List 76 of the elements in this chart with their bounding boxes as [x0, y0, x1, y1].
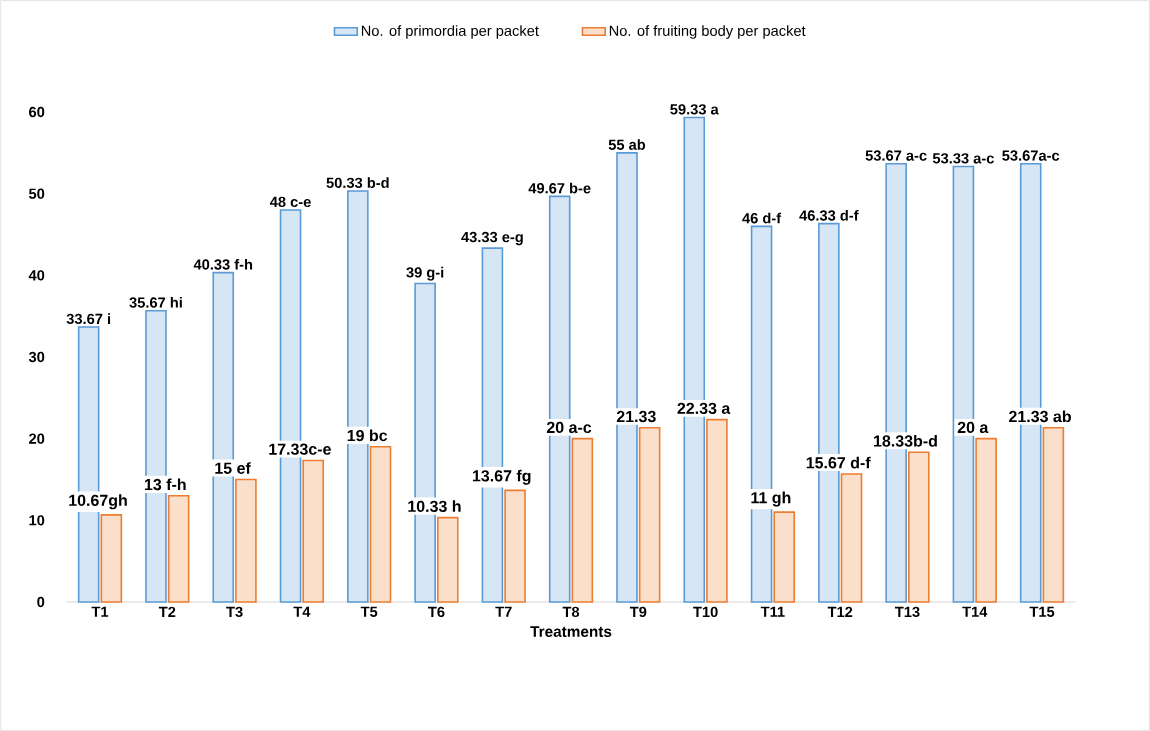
data-label: 59.33 a [670, 104, 719, 115]
bar [975, 437, 997, 603]
bar [347, 190, 369, 603]
bar [750, 225, 773, 603]
bar [571, 437, 594, 603]
x-tick-label: T15 [1029, 606, 1055, 617]
data-label: 35.67 hi [129, 296, 182, 308]
bar [638, 426, 661, 603]
data-label: 55 ab [608, 139, 646, 150]
y-tick-label: 0 [37, 596, 45, 608]
data-label: 19 bc [347, 429, 388, 442]
x-tick-label: T1 [91, 606, 109, 617]
data-label: 15 ef [215, 462, 251, 474]
x-tick-label: T7 [495, 606, 512, 617]
y-tick-label: 40 [28, 270, 45, 281]
legend-label: No. of fruiting body per packet [609, 25, 806, 39]
bar [1042, 426, 1065, 603]
data-label: 21.33 ab [1009, 410, 1071, 423]
data-label: 53.67a-c [1002, 150, 1060, 161]
y-tick-label: 20 [29, 433, 45, 444]
x-tick-label: T14 [962, 606, 988, 617]
data-label: 33.67 i [66, 313, 111, 325]
bar [302, 459, 325, 603]
x-tick-label: T5 [360, 606, 378, 617]
data-label: 46.33 d-f [799, 209, 859, 221]
bar [840, 473, 863, 603]
data-label: 10.67gh [69, 494, 127, 510]
data-label: 50.33 b-d [326, 177, 389, 189]
y-tick-label: 10 [29, 515, 45, 526]
x-tick-label: T12 [827, 606, 853, 617]
data-label: 18.33b-d [874, 434, 937, 447]
bar [952, 165, 975, 603]
data-label: 53.67 a-c [865, 150, 927, 161]
data-label: 21.33 [616, 410, 656, 423]
y-tick-label: 60 [29, 106, 45, 118]
data-label: 40.33 f-h [193, 258, 253, 270]
bar [100, 514, 123, 603]
x-axis-title: Treatments [530, 626, 612, 637]
data-label: 17.33c-e [269, 443, 331, 455]
data-label: 39 g-i [406, 266, 444, 281]
y-tick-label: 30 [28, 351, 45, 363]
bar [908, 451, 930, 603]
data-label: 43.33 e-g [461, 231, 523, 246]
x-tick-label: T3 [226, 606, 243, 618]
data-label: 22.33 a [677, 402, 731, 415]
x-tick-label: T2 [158, 606, 176, 617]
x-tick-label: T8 [562, 606, 580, 618]
data-label: 10.33 h [408, 500, 461, 513]
data-label: 13 f-h [144, 478, 186, 491]
bar [548, 195, 571, 603]
bar [436, 516, 459, 603]
bar [504, 489, 526, 603]
bar [773, 511, 796, 603]
x-tick-label: T4 [293, 606, 311, 617]
data-label: 20 a-c [546, 421, 592, 434]
data-label: 48 c-e [269, 196, 311, 208]
x-tick-label: T6 [428, 606, 445, 618]
legend-label: No. of primordia per packet [361, 25, 539, 39]
x-tick-label: T10 [693, 606, 718, 618]
data-label: 15.67 d-f [806, 456, 871, 469]
bar [706, 418, 728, 603]
bar [167, 495, 190, 603]
data-label: 20 a [957, 421, 989, 434]
data-label: 49.67 b-e [528, 182, 591, 194]
data-label: 53.33 a-c [932, 153, 994, 164]
bar [212, 271, 235, 603]
data-label: 11 gh [751, 491, 791, 507]
x-tick-label: T9 [629, 606, 647, 618]
bar [369, 446, 392, 603]
x-tick-label: T11 [760, 606, 785, 617]
x-tick-label: T13 [895, 606, 920, 618]
data-label: 13.67 fg [472, 469, 531, 485]
bar [145, 309, 167, 603]
bar [235, 478, 257, 603]
data-label: 46 d-f [742, 212, 782, 224]
y-tick-label: 50 [28, 188, 45, 199]
